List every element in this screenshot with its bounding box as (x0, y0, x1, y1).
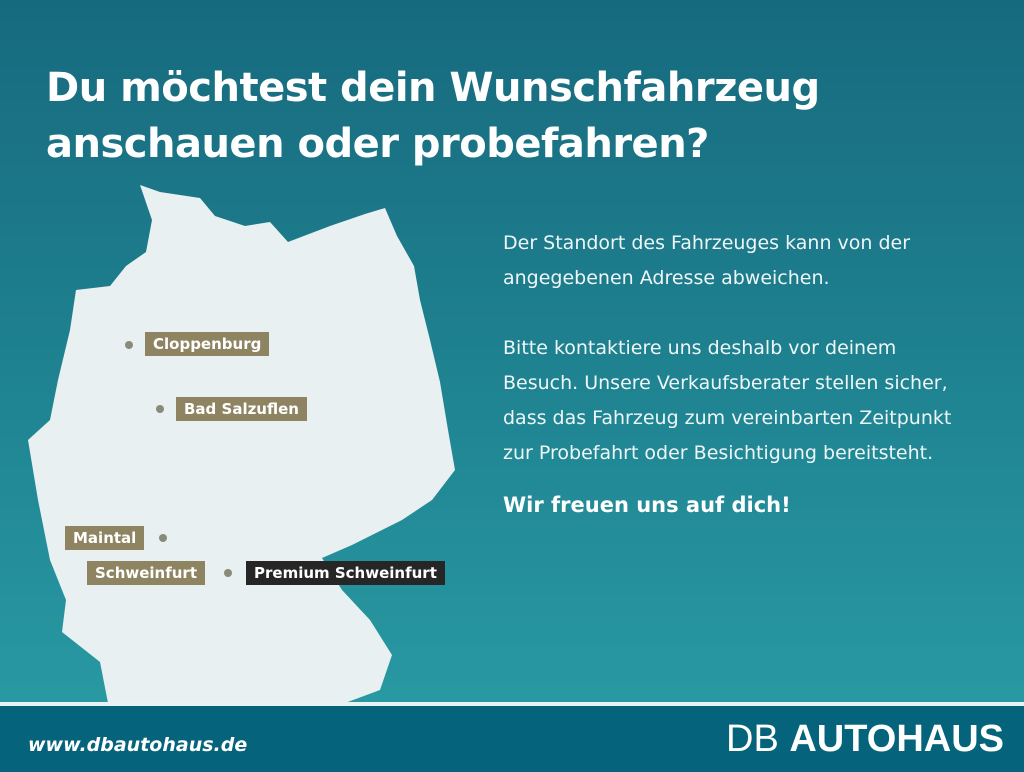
germany-shape (28, 185, 455, 703)
location-label-premium-schweinfurt[interactable]: Premium Schweinfurt (246, 561, 445, 585)
location-label-schweinfurt[interactable]: Schweinfurt (87, 561, 205, 585)
footer: www.dbautohaus.de DB AUTOHAUS (0, 702, 1024, 772)
location-label-bad-salzuflen[interactable]: Bad Salzuflen (176, 397, 307, 421)
location-dot (156, 405, 164, 413)
website-link[interactable]: www.dbautohaus.de (28, 734, 248, 756)
info-text: Der Standort des Fahrzeuges kann von der… (503, 226, 973, 558)
location-notice: Der Standort des Fahrzeuges kann von der… (503, 232, 911, 289)
location-label-maintal[interactable]: Maintal (65, 526, 145, 550)
brand-logo: DB AUTOHAUS (726, 718, 1004, 760)
closing-text: Wir freuen uns auf dich! (503, 493, 791, 517)
location-dot (224, 569, 232, 577)
location-label-cloppenburg[interactable]: Cloppenburg (145, 332, 270, 356)
contact-notice: Bitte kontaktiere uns deshalb vor deinem… (503, 337, 952, 464)
location-dot (159, 534, 167, 542)
location-dot (125, 341, 133, 349)
headline: Du möchtest dein Wunschfahrzeug anschauen… (46, 65, 820, 167)
